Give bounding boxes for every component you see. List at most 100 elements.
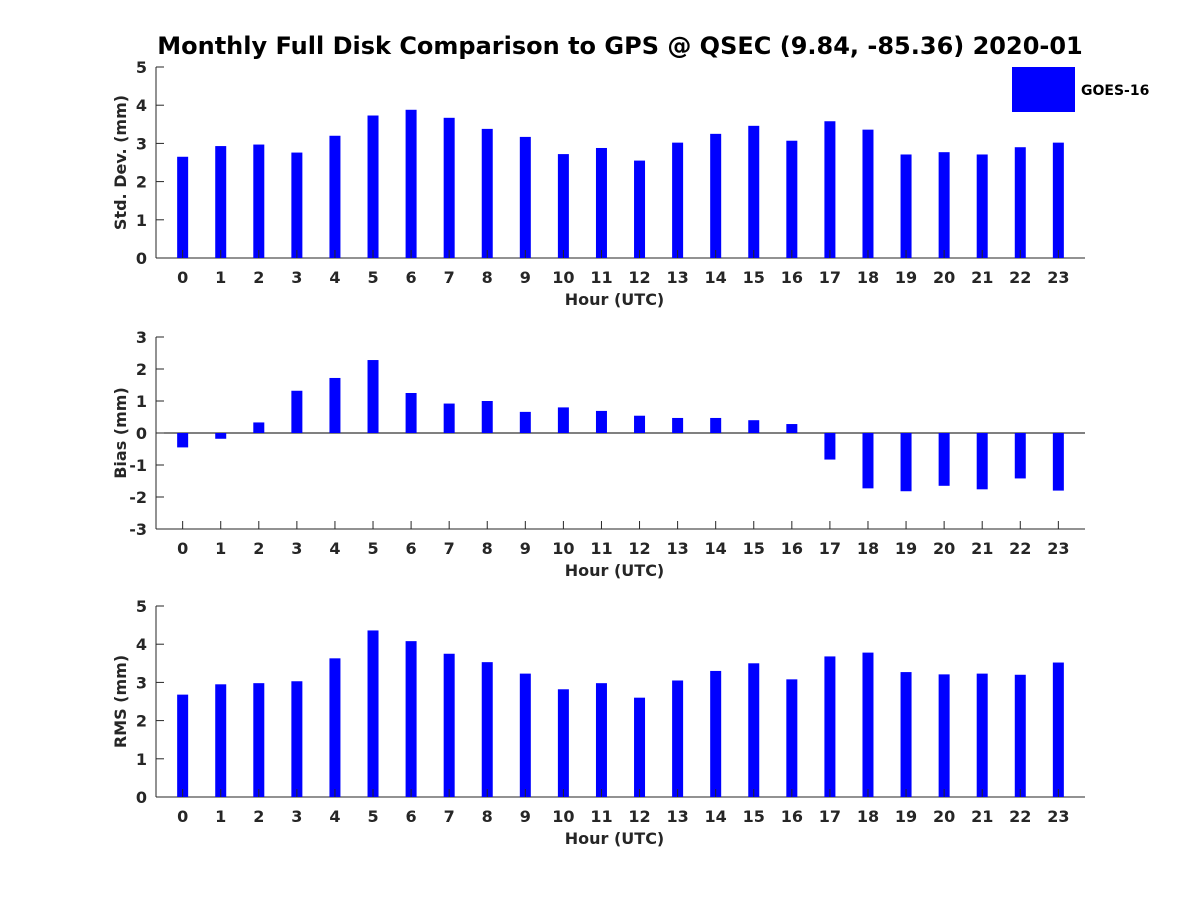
x-tick-label: 1 xyxy=(215,807,226,826)
x-tick-label: 12 xyxy=(628,539,650,558)
bar xyxy=(976,433,988,490)
x-tick-label: 19 xyxy=(895,807,917,826)
bar xyxy=(215,433,227,439)
x-tick-label: 7 xyxy=(444,268,455,287)
bar xyxy=(672,417,684,433)
bar xyxy=(367,115,379,258)
x-tick-label: 9 xyxy=(520,268,531,287)
x-tick-label: 12 xyxy=(628,807,650,826)
bar xyxy=(177,694,189,797)
x-tick-label: 15 xyxy=(743,539,765,558)
bar xyxy=(634,415,646,433)
x-tick-label: 1 xyxy=(215,268,226,287)
y-tick-label: -3 xyxy=(129,520,147,539)
bar xyxy=(519,673,531,797)
bar xyxy=(900,154,912,258)
bar xyxy=(329,377,341,433)
y-axis-label: RMS (mm) xyxy=(111,655,130,748)
y-tick-label: 4 xyxy=(136,635,147,654)
x-tick-label: 7 xyxy=(444,539,455,558)
x-tick-label: 2 xyxy=(253,539,264,558)
bar xyxy=(976,154,988,258)
bar xyxy=(824,433,836,460)
x-tick-label: 10 xyxy=(552,539,574,558)
x-tick-label: 16 xyxy=(781,807,803,826)
bar xyxy=(405,109,417,258)
x-tick-label: 21 xyxy=(971,807,993,826)
bar xyxy=(481,401,493,433)
x-tick-label: 20 xyxy=(933,539,955,558)
x-tick-label: 18 xyxy=(857,807,879,826)
bar xyxy=(938,674,950,797)
x-tick-label: 4 xyxy=(329,539,340,558)
y-tick-label: 0 xyxy=(136,788,147,807)
bar xyxy=(595,147,607,258)
bar xyxy=(557,407,569,433)
bar xyxy=(215,684,227,797)
bar xyxy=(938,152,950,258)
bar xyxy=(595,410,607,433)
y-tick-label: 1 xyxy=(136,750,147,769)
bar xyxy=(253,144,265,258)
bar xyxy=(634,160,646,258)
bar xyxy=(443,403,455,433)
bar xyxy=(481,662,493,797)
x-tick-label: 23 xyxy=(1047,539,1069,558)
x-tick-label: 8 xyxy=(482,539,493,558)
bar xyxy=(862,652,874,797)
legend-label: GOES-16 xyxy=(1081,83,1149,99)
bar xyxy=(443,117,455,258)
x-axis-label: Hour (UTC) xyxy=(565,829,665,848)
bar xyxy=(748,420,760,433)
y-tick-label: 5 xyxy=(136,597,147,616)
y-axis-label: Std. Dev. (mm) xyxy=(111,95,130,230)
x-tick-label: 5 xyxy=(367,807,378,826)
bar xyxy=(786,679,798,797)
bar xyxy=(786,424,798,433)
y-tick-label: 1 xyxy=(136,211,147,230)
x-tick-label: 16 xyxy=(781,539,803,558)
x-tick-label: 0 xyxy=(177,807,188,826)
x-tick-label: 14 xyxy=(705,268,727,287)
x-tick-label: 22 xyxy=(1009,807,1031,826)
x-tick-label: 22 xyxy=(1009,539,1031,558)
x-tick-label: 20 xyxy=(933,268,955,287)
x-tick-label: 18 xyxy=(857,268,879,287)
bar xyxy=(177,433,189,448)
bar xyxy=(329,658,341,797)
bar xyxy=(748,663,760,797)
bar xyxy=(291,390,303,433)
bar xyxy=(900,433,912,492)
x-tick-label: 15 xyxy=(743,268,765,287)
y-tick-label: 3 xyxy=(136,673,147,692)
bar xyxy=(976,673,988,797)
bar xyxy=(786,140,798,258)
x-tick-label: 19 xyxy=(895,268,917,287)
y-tick-label: 0 xyxy=(136,424,147,443)
bar xyxy=(481,128,493,258)
x-tick-label: 6 xyxy=(406,539,417,558)
x-tick-label: 17 xyxy=(819,807,841,826)
x-tick-label: 0 xyxy=(177,539,188,558)
y-tick-label: 2 xyxy=(136,173,147,192)
x-tick-label: 22 xyxy=(1009,268,1031,287)
x-tick-label: 14 xyxy=(705,807,727,826)
x-tick-label: 8 xyxy=(482,807,493,826)
bar xyxy=(557,689,569,797)
y-tick-label: 2 xyxy=(136,360,147,379)
chart-title: Monthly Full Disk Comparison to GPS @ QS… xyxy=(157,32,1083,60)
bar xyxy=(1014,147,1026,258)
x-tick-label: 12 xyxy=(628,268,650,287)
y-tick-label: 1 xyxy=(136,392,147,411)
x-tick-label: 6 xyxy=(406,268,417,287)
bar xyxy=(595,683,607,797)
x-tick-label: 1 xyxy=(215,539,226,558)
x-tick-label: 23 xyxy=(1047,807,1069,826)
x-tick-label: 4 xyxy=(329,807,340,826)
bar xyxy=(367,630,379,797)
x-tick-label: 2 xyxy=(253,807,264,826)
x-tick-label: 3 xyxy=(291,268,302,287)
